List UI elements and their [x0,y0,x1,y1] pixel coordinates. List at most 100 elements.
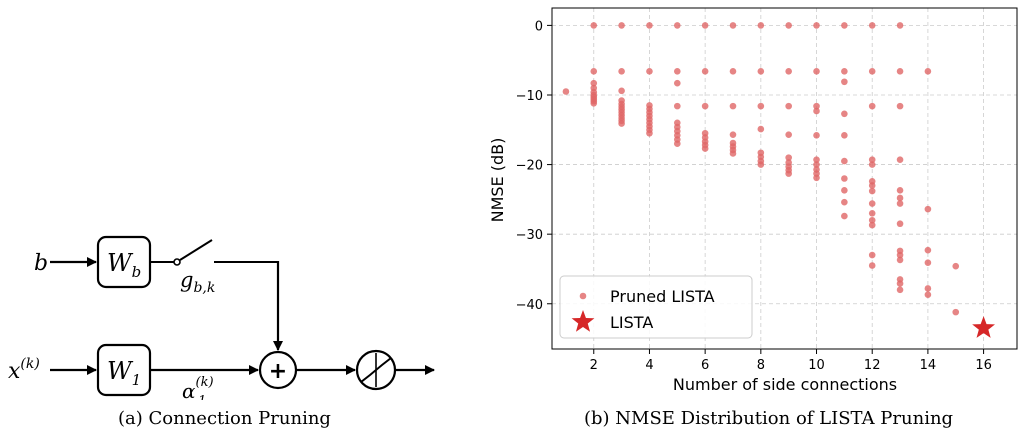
caption-a: (a) Connection Pruning [118,408,331,429]
data-point [841,187,848,194]
data-point [590,100,598,107]
data-point [813,132,820,139]
x-tick-label: 16 [975,358,992,373]
data-point [841,68,848,75]
data-point [868,262,876,269]
data-point [757,102,765,110]
data-point [757,22,765,29]
data-point [868,22,876,29]
y-tick-label: −20 [516,159,543,174]
switch-label: gb,k [180,268,215,296]
data-point [841,175,848,182]
data-point [785,170,792,177]
y-axis-label: NMSE (dB) [488,138,507,223]
data-point [841,110,848,118]
data-point [868,216,876,224]
data-point [618,22,625,29]
data-point [785,154,792,161]
data-point [924,259,932,267]
data-point [896,256,904,264]
data-point [896,200,904,207]
data-point [813,22,820,29]
data-point [813,161,820,168]
legend-box [559,275,753,339]
data-point [757,125,765,133]
data-point [757,68,765,75]
data-point [590,22,598,29]
data-point [868,156,876,164]
data-point [924,285,932,292]
data-point [757,161,765,168]
x-tick-label: 10 [808,358,825,373]
data-point [813,156,820,164]
x-tick-label: 14 [920,358,937,373]
data-point [618,87,625,95]
alpha-subscript: 1 [198,394,206,400]
data-point [896,22,904,29]
data-point [618,120,625,127]
data-point [813,107,820,115]
data-point [868,221,876,229]
data-point [701,22,709,29]
data-point [896,102,904,110]
data-point [868,102,876,110]
data-point [841,212,848,220]
data-point [590,79,598,87]
data-point [729,22,737,29]
data-point [841,157,848,165]
data-point [701,68,709,75]
data-point [729,102,737,110]
sum-symbol: + [269,359,287,384]
x-tick-label: 2 [590,358,598,373]
data-point [813,102,820,110]
data-point [896,251,904,259]
data-point [868,187,876,195]
data-point [618,68,625,75]
data-point [785,131,792,138]
data-point [841,132,848,139]
data-point [673,22,681,29]
data-point [868,251,876,259]
data-point [896,187,904,194]
x-axis-label: Number of side connections [673,375,897,394]
data-point [673,140,681,148]
y-tick-label: −10 [516,89,543,104]
data-point [813,68,820,75]
input-b-label: b [34,251,48,276]
data-point [590,68,598,75]
plot-frame [551,7,1018,350]
data-point [646,22,653,29]
legend-label-pruned: Pruned LISTA [610,287,715,306]
axes-layer: 2 4 6 8 10 12 14 16 0 −10 −20 −30 −40 [516,7,1018,373]
data-point [701,102,709,110]
points-layer [562,22,995,338]
switch-contact [173,258,181,266]
data-point [868,182,876,189]
lista-star-point [972,316,995,338]
threshold-curve-icon [360,357,392,383]
y-tick-label: −40 [516,298,543,313]
data-point [896,280,904,287]
x-tick-label: 12 [864,358,881,373]
block-wb-label: Wb [107,249,141,281]
data-point [673,79,681,87]
data-point [841,78,848,86]
connection-pruning-diagram: b Wb gb,k x(k) W1 α(k) 1 + [8,235,435,400]
data-point [562,88,570,95]
data-point [785,102,792,110]
x-tick-label: 8 [757,358,765,373]
data-point [673,68,681,75]
switch-blade [179,239,213,261]
x-tick-label: 4 [645,358,653,373]
legend-marker-lista [571,310,595,332]
data-point [868,68,876,75]
data-point [673,102,681,110]
legend: Pruned LISTA LISTA [559,275,753,339]
data-point [924,68,932,75]
data-point [841,22,848,29]
data-point [785,22,792,29]
data-point [785,68,792,75]
data-point [729,150,737,157]
